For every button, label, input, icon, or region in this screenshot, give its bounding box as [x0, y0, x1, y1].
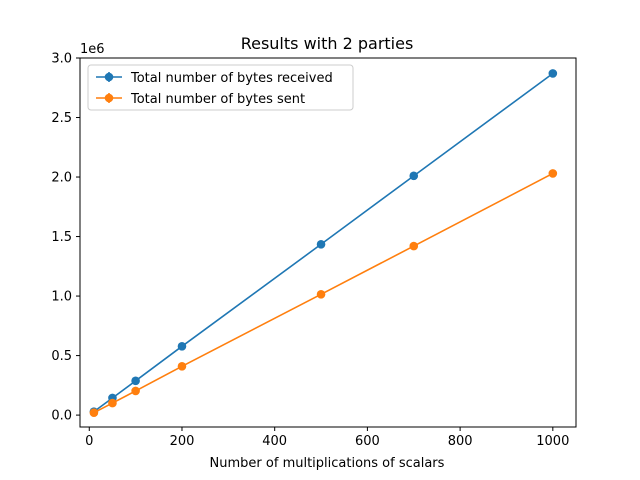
data-point-s1-5	[316, 239, 326, 249]
x-axis-title: Number of multiplications of scalars	[210, 456, 445, 471]
data-point-s1-6	[409, 171, 419, 181]
data-point-s1-4	[177, 341, 187, 351]
x-tick-label-2: 200	[170, 434, 195, 449]
data-point-s2-3	[131, 386, 140, 396]
data-point-s2-7	[548, 169, 558, 178]
chart-title: Results with 2 parties	[241, 34, 414, 53]
y-tick-label-5: 2.0	[51, 171, 72, 186]
y-tick-label-6: 2.5	[51, 111, 72, 126]
data-point-s1-7	[548, 69, 558, 78]
axes-frame	[79, 57, 577, 428]
legend-box	[87, 64, 354, 111]
x-tick-label-6: 1000	[536, 434, 569, 449]
data-point-s2-2	[108, 398, 117, 408]
y-tick-label-7: 3.0	[51, 52, 72, 67]
legend-marker-1	[104, 72, 114, 82]
legend-label-1: Total number of bytes received	[130, 71, 333, 86]
y-tick-label-1: 0.0	[51, 409, 72, 424]
data-point-s1-3	[131, 376, 140, 386]
x-tick-label-1: 0	[85, 434, 93, 449]
data-point-s2-1	[89, 408, 99, 418]
data-point-s2-6	[409, 241, 419, 251]
x-tick-label-3: 400	[262, 434, 287, 449]
y-tick-label-2: 0.5	[51, 349, 72, 364]
y-offset-label: 1e6	[80, 42, 105, 57]
legend-label-2: Total number of bytes sent	[130, 92, 305, 107]
y-tick-label-3: 1.0	[51, 290, 72, 305]
x-tick-label-5: 800	[448, 434, 473, 449]
x-tick-label-4: 600	[355, 434, 380, 449]
y-tick-label-4: 1.5	[51, 230, 72, 245]
data-point-s2-5	[316, 289, 326, 299]
axes: 0 200 400 600 800 1000 0.0 0.5 1.0 1.5 2.0 2.5 3.0	[51, 52, 577, 449]
data-point-s2-4	[177, 361, 187, 371]
plot-area	[89, 69, 558, 418]
legend: Total number of bytes received Total numb…	[87, 64, 354, 111]
legend-marker-2	[104, 93, 114, 103]
